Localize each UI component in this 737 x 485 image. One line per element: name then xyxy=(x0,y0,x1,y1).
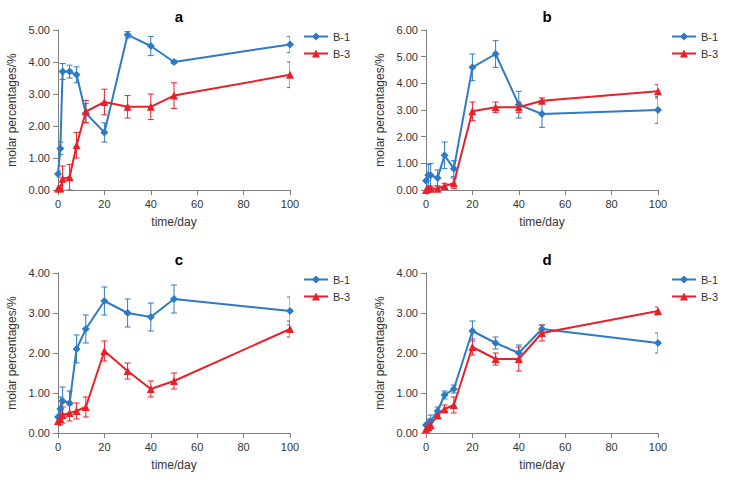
svg-text:B-3: B-3 xyxy=(333,48,350,60)
svg-text:1.00: 1.00 xyxy=(29,152,50,164)
svg-text:80: 80 xyxy=(605,441,617,453)
svg-text:0.00: 0.00 xyxy=(397,427,418,439)
svg-text:40: 40 xyxy=(513,441,525,453)
svg-text:80: 80 xyxy=(237,441,249,453)
svg-text:5.00: 5.00 xyxy=(397,51,418,63)
svg-text:0.00: 0.00 xyxy=(29,184,50,196)
svg-text:3.00: 3.00 xyxy=(397,104,418,116)
svg-text:B-3: B-3 xyxy=(701,48,718,60)
svg-text:0: 0 xyxy=(55,198,61,210)
svg-text:20: 20 xyxy=(98,441,110,453)
svg-text:40: 40 xyxy=(513,198,525,210)
svg-text:0: 0 xyxy=(423,198,429,210)
svg-text:molar percentages/%: molar percentages/% xyxy=(5,296,19,410)
svg-text:2.00: 2.00 xyxy=(397,347,418,359)
svg-text:B-3: B-3 xyxy=(333,291,350,303)
svg-text:B-1: B-1 xyxy=(333,31,350,43)
svg-text:molar percentages/%: molar percentages/% xyxy=(5,53,19,167)
svg-text:time/day: time/day xyxy=(519,458,564,472)
svg-text:0.00: 0.00 xyxy=(397,184,418,196)
svg-text:time/day: time/day xyxy=(151,458,196,472)
svg-text:molar percentages/%: molar percentages/% xyxy=(373,296,387,410)
svg-text:2.00: 2.00 xyxy=(397,131,418,143)
svg-text:2.00: 2.00 xyxy=(29,120,50,132)
svg-text:2.00: 2.00 xyxy=(29,347,50,359)
svg-text:molar percentages/%: molar percentages/% xyxy=(373,53,387,167)
svg-text:1.00: 1.00 xyxy=(29,387,50,399)
svg-text:40: 40 xyxy=(145,441,157,453)
svg-text:100: 100 xyxy=(649,198,667,210)
svg-text:time/day: time/day xyxy=(151,215,196,229)
svg-text:b: b xyxy=(542,8,551,25)
svg-text:3.00: 3.00 xyxy=(397,307,418,319)
svg-text:20: 20 xyxy=(466,198,478,210)
svg-text:60: 60 xyxy=(559,198,571,210)
svg-text:100: 100 xyxy=(281,441,299,453)
svg-text:40: 40 xyxy=(145,198,157,210)
svg-text:80: 80 xyxy=(605,198,617,210)
svg-text:4.00: 4.00 xyxy=(29,56,50,68)
svg-text:c: c xyxy=(175,251,183,268)
svg-text:d: d xyxy=(542,251,551,268)
svg-text:3.00: 3.00 xyxy=(29,307,50,319)
svg-text:0: 0 xyxy=(55,441,61,453)
svg-text:0: 0 xyxy=(423,441,429,453)
svg-text:time/day: time/day xyxy=(519,215,564,229)
svg-text:100: 100 xyxy=(649,441,667,453)
svg-text:60: 60 xyxy=(559,441,571,453)
svg-text:6.00: 6.00 xyxy=(397,24,418,36)
svg-text:0.00: 0.00 xyxy=(29,427,50,439)
svg-text:1.00: 1.00 xyxy=(397,157,418,169)
svg-text:5.00: 5.00 xyxy=(29,24,50,36)
svg-text:B-1: B-1 xyxy=(701,274,718,286)
svg-text:B-3: B-3 xyxy=(701,291,718,303)
svg-text:80: 80 xyxy=(237,198,249,210)
svg-text:B-1: B-1 xyxy=(333,274,350,286)
svg-text:B-1: B-1 xyxy=(701,31,718,43)
svg-text:3.00: 3.00 xyxy=(29,88,50,100)
svg-text:4.00: 4.00 xyxy=(397,267,418,279)
svg-text:a: a xyxy=(175,8,184,25)
svg-text:60: 60 xyxy=(191,441,203,453)
svg-text:60: 60 xyxy=(191,198,203,210)
svg-text:1.00: 1.00 xyxy=(397,387,418,399)
svg-text:4.00: 4.00 xyxy=(29,267,50,279)
svg-text:100: 100 xyxy=(281,198,299,210)
svg-text:20: 20 xyxy=(98,198,110,210)
svg-text:20: 20 xyxy=(466,441,478,453)
svg-text:4.00: 4.00 xyxy=(397,77,418,89)
